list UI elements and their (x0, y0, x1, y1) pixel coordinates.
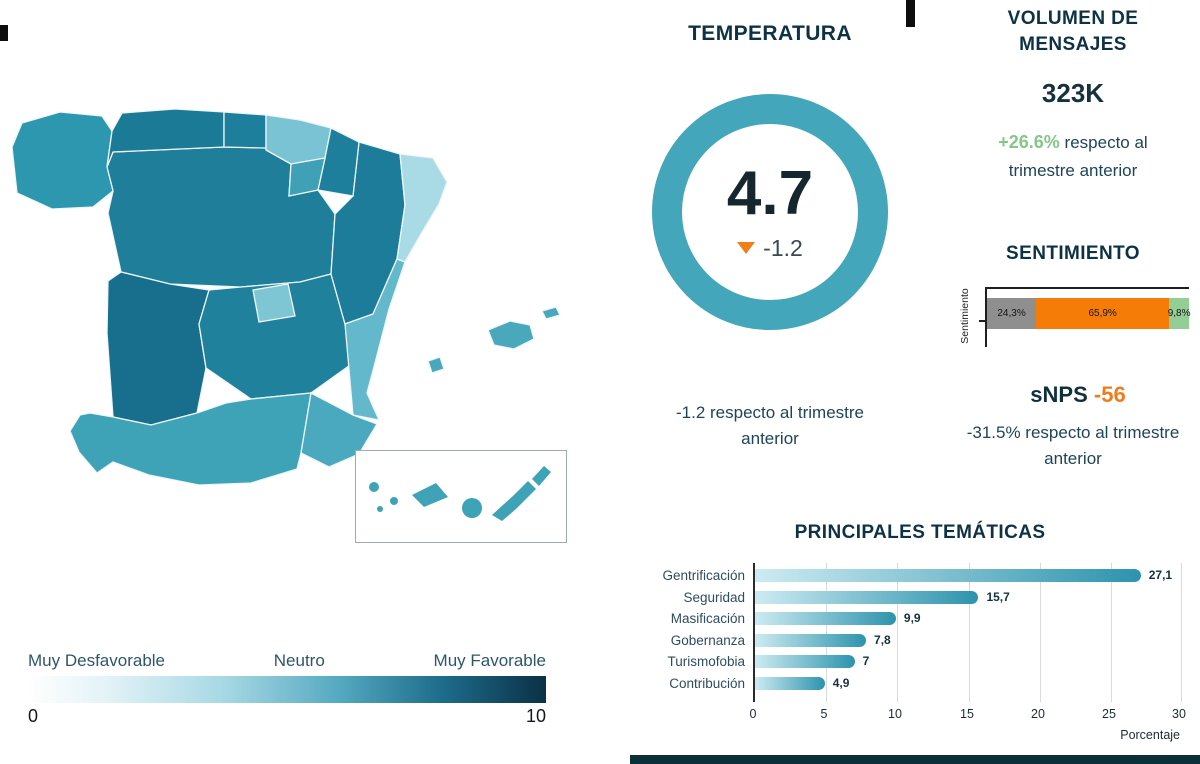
x-tick-label: 20 (1031, 707, 1045, 721)
category-label: Seguridad (683, 590, 745, 605)
tematicas-plot-area: 27,1 15,7 9,9 7,8 7 4,9 (753, 563, 1182, 702)
bottom-dark-strip (630, 755, 1200, 764)
gridline (897, 563, 898, 702)
x-tick-label: 15 (960, 707, 974, 721)
tematica-bar[interactable] (755, 591, 979, 604)
x-tick-label: 0 (749, 707, 757, 721)
tematica-bar-value: 15,7 (986, 590, 1010, 604)
tematicas-x-axis-title: Porcentaje (1120, 728, 1180, 742)
canary-islands-inset (355, 450, 567, 543)
region-cataluna[interactable] (396, 153, 448, 263)
sentiment-stacked-bar: 24,3% 65,9% 9,8% (987, 298, 1191, 329)
volumen-delta-pct: +26.6% (998, 132, 1060, 152)
tematica-bar-value: 9,9 (903, 611, 921, 625)
temperatura-note: -1.2 respecto al trimestre anterior (675, 403, 864, 449)
tematica-bar[interactable] (755, 677, 825, 690)
sentimiento-axis-label: Sentimiento (959, 288, 971, 344)
sentiment-segment-label: 65,9% (1088, 308, 1117, 319)
temperatura-gauge: 4.7 -1.2 (652, 94, 888, 330)
screen-edge-mark-top (906, 0, 915, 27)
region-la-rioja[interactable] (288, 157, 326, 197)
region-andalucia[interactable] (69, 392, 312, 486)
snps-note: -31.5% respecto al trimestre anterior (966, 423, 1180, 468)
volumen-value: 323K (1041, 78, 1105, 108)
delta-down-icon (737, 242, 756, 254)
sentimiento-y-tick (979, 320, 985, 322)
island-fuerteventura[interactable] (492, 481, 536, 521)
island-tenerife[interactable] (412, 483, 448, 507)
canary-islands-map (369, 466, 551, 521)
sentiment-segment[interactable]: 9,8% (1167, 298, 1191, 329)
sentimiento-title: SENTIMIENTO (1006, 243, 1140, 264)
region-ibiza[interactable] (427, 356, 445, 374)
snps-value-line: sNPS -56 (973, 382, 1183, 408)
volumen-delta-suffix: respecto al trimestre anterior (1008, 133, 1148, 180)
tematica-bar[interactable] (755, 612, 896, 625)
category-label: Masificación (670, 611, 745, 626)
region-extremadura[interactable] (106, 271, 210, 426)
gridline (1181, 563, 1182, 702)
tematica-bar-value: 4,9 (832, 676, 850, 690)
tematica-bar[interactable] (755, 655, 855, 668)
legend-scale-max: 10 (525, 706, 546, 726)
spain-choropleth-map (11, 108, 561, 486)
region-madrid[interactable] (252, 283, 296, 323)
map-regions (11, 108, 561, 486)
sentiment-segment[interactable]: 24,3% (987, 298, 1037, 329)
category-label: Contribución (669, 676, 745, 691)
legend-label-high: Muy Favorable (433, 651, 546, 670)
tematica-bar-value: 7 (862, 654, 870, 668)
legend-label-low: Muy Desfavorable (28, 651, 166, 670)
screen-edge-mark-left (0, 25, 8, 41)
tematicas-category-labels: Gentrificación Seguridad Masificación Go… (556, 563, 745, 702)
region-mallorca[interactable] (487, 320, 535, 350)
region-navarra[interactable] (317, 127, 360, 197)
x-tick-label: 25 (1102, 707, 1116, 721)
region-menorca[interactable] (541, 306, 561, 320)
sentimiento-chart: 24,3% 65,9% 9,8% (985, 287, 1191, 347)
gridline (1111, 563, 1112, 702)
tematicas-x-axis: 0 5 10 15 20 25 30 (750, 707, 1186, 723)
gridline (826, 563, 827, 702)
region-cantabria[interactable] (223, 111, 267, 149)
tematica-bar-value: 27,1 (1148, 568, 1173, 582)
volumen-title: VOLUMEN DE MENSAJES (1007, 8, 1139, 55)
x-tick-label: 10 (888, 707, 902, 721)
island-gran-canaria[interactable] (462, 498, 482, 518)
snps-number: -56 (1093, 382, 1126, 407)
island-lanzarote[interactable] (532, 466, 551, 486)
temperatura-title: TEMPERATURA (688, 22, 852, 45)
island-la-palma[interactable] (369, 482, 379, 492)
region-comunidad-valenciana[interactable] (344, 258, 406, 421)
category-label: Gobernanza (670, 633, 745, 648)
snps-label: sNPS (1030, 382, 1088, 407)
legend-scale-min: 0 (28, 706, 39, 726)
tematicas-title: PRINCIPALES TEMÁTICAS (794, 522, 1046, 543)
temperatura-delta: -1.2 (737, 235, 803, 262)
island-la-gomera[interactable] (390, 497, 398, 505)
map-colorbar-scale: 0 10 (28, 706, 546, 727)
gridline (1040, 563, 1041, 702)
legend-label-mid: Neutro (273, 651, 325, 670)
x-tick-label: 5 (820, 707, 828, 721)
island-el-hierro[interactable] (377, 506, 383, 512)
map-legend-labels: Muy Desfavorable Neutro Muy Favorable (28, 651, 546, 671)
temperatura-value: 4.7 (726, 158, 814, 228)
sentiment-segment[interactable]: 65,9% (1036, 298, 1170, 329)
map-colorbar (28, 676, 546, 703)
temperatura-delta-value: -1.2 (763, 234, 803, 261)
category-label: Gentrificación (662, 568, 745, 583)
sentiment-segment-label: 9,8% (1167, 308, 1191, 319)
tematica-bar-value: 7,8 (874, 633, 891, 647)
sentiment-segment-label: 24,3% (997, 308, 1026, 319)
region-galicia[interactable] (11, 111, 114, 210)
volumen-delta: +26.6% respecto al trimestre anterior (978, 128, 1168, 184)
tematica-bar[interactable] (755, 634, 867, 647)
category-label: Turismofobia (667, 654, 745, 669)
x-tick-label: 30 (1172, 707, 1186, 721)
tematica-bar[interactable] (755, 569, 1141, 582)
gridline (969, 563, 970, 702)
